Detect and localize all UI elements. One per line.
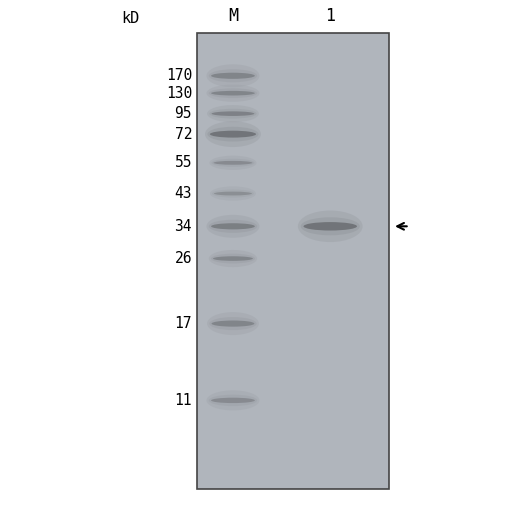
Text: 170: 170 xyxy=(166,68,192,83)
Ellipse shape xyxy=(207,312,259,335)
Ellipse shape xyxy=(206,390,260,411)
Ellipse shape xyxy=(209,156,257,170)
Text: 95: 95 xyxy=(175,106,192,121)
Text: 1: 1 xyxy=(325,7,335,26)
Bar xyxy=(197,33,389,489)
Ellipse shape xyxy=(207,127,259,141)
Ellipse shape xyxy=(211,112,254,116)
Ellipse shape xyxy=(214,191,252,196)
Ellipse shape xyxy=(304,222,357,230)
Ellipse shape xyxy=(209,109,257,119)
Ellipse shape xyxy=(205,121,261,147)
Ellipse shape xyxy=(211,253,255,264)
Ellipse shape xyxy=(210,186,256,201)
Ellipse shape xyxy=(206,65,260,87)
Text: 43: 43 xyxy=(175,186,192,201)
Ellipse shape xyxy=(207,105,259,122)
Text: 11: 11 xyxy=(175,393,192,408)
Ellipse shape xyxy=(212,189,254,198)
Ellipse shape xyxy=(206,84,260,102)
Text: 26: 26 xyxy=(175,251,192,266)
Ellipse shape xyxy=(211,321,254,327)
Text: kD: kD xyxy=(121,11,140,27)
Ellipse shape xyxy=(210,131,256,138)
Ellipse shape xyxy=(211,159,254,167)
Ellipse shape xyxy=(211,223,255,229)
Text: 34: 34 xyxy=(175,219,192,234)
Ellipse shape xyxy=(209,69,257,82)
Text: 130: 130 xyxy=(166,86,192,101)
Ellipse shape xyxy=(211,73,255,79)
Ellipse shape xyxy=(214,161,252,165)
Ellipse shape xyxy=(209,220,257,233)
Ellipse shape xyxy=(211,91,255,96)
Ellipse shape xyxy=(209,88,257,98)
Ellipse shape xyxy=(298,210,362,242)
Ellipse shape xyxy=(213,256,253,261)
Text: 55: 55 xyxy=(175,155,192,170)
Ellipse shape xyxy=(209,317,257,330)
Ellipse shape xyxy=(211,398,255,403)
Text: M: M xyxy=(228,7,238,26)
Ellipse shape xyxy=(209,250,257,267)
Text: 72: 72 xyxy=(175,126,192,142)
Text: 17: 17 xyxy=(175,316,192,331)
Ellipse shape xyxy=(301,217,360,236)
Ellipse shape xyxy=(206,215,260,238)
Ellipse shape xyxy=(209,395,257,406)
